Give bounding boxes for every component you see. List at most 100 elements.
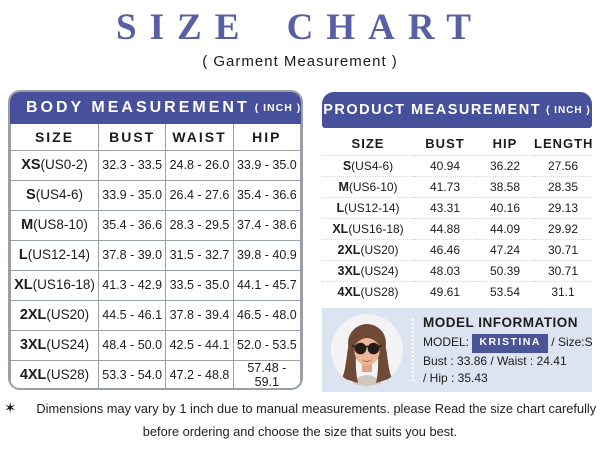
table-row: 2XL(US20) 44.5 - 46.1 37.8 - 39.4 46.5 -…	[10, 299, 301, 331]
bust-value: 40.94	[414, 154, 476, 176]
us-size-label: (US0-2)	[40, 157, 88, 172]
model-photo	[331, 314, 403, 386]
size-label: 2XL	[19, 307, 47, 323]
us-size-label: (US28)	[46, 367, 90, 382]
us-size-label: (US28)	[360, 284, 399, 299]
table-row: M(US6-10) 41.73 38.58 28.35	[322, 175, 592, 197]
footer-note: ✶ Dimensions may vary by 1 inch due to m…	[0, 399, 600, 439]
length-value: 30.71	[534, 238, 592, 260]
bust-value: 44.88	[414, 217, 476, 239]
page-subtitle: ( Garment Measurement )	[202, 53, 398, 70]
length-value: 27.56	[534, 154, 592, 176]
size-label: XL	[14, 277, 33, 293]
hip-value: 46.5 - 48.0	[232, 299, 301, 331]
us-size-label: (US6-10)	[348, 179, 398, 194]
hip-value: 36.22	[476, 154, 534, 176]
size-label: 3XL	[19, 337, 47, 353]
table-row: XL(US16-18) 44.88 44.09 29.92	[322, 217, 592, 239]
length-value: 30.71	[534, 259, 592, 281]
length-value: 31.1	[534, 280, 592, 302]
us-size-label: (US4-6)	[35, 187, 83, 202]
bust-value: 37.8 - 39.0	[97, 239, 167, 271]
bust-value: 49.61	[414, 280, 476, 302]
size-label: 3XL	[337, 263, 361, 278]
hip-value: 40.16	[476, 196, 534, 218]
length-value: 29.13	[534, 196, 592, 218]
hip-value: 35.4 - 36.6	[232, 179, 301, 211]
star-icon: ✶	[3, 400, 17, 417]
bust-value: 35.4 - 36.6	[97, 209, 167, 241]
table-row: S(US4-6) 33.9 - 35.0 26.4 - 27.6 35.4 - …	[10, 179, 301, 211]
model-avatar-icon	[331, 314, 403, 386]
dotted-divider	[412, 319, 414, 381]
model-name-line: MODEL: KRISTINA / Size:S	[423, 334, 593, 353]
page-title: SIZE CHART	[116, 7, 484, 48]
size-cell: 3XL(US24)	[10, 329, 99, 361]
note-text-2: before ordering and choose the size that…	[142, 424, 458, 439]
size-cell: XL(US16-18)	[322, 217, 414, 239]
table-row: 4XL(US28) 53.3 - 54.0 47.2 - 48.8 57.48 …	[10, 359, 301, 388]
size-cell: S(US4-6)	[322, 154, 414, 176]
bust-value: 46.46	[414, 238, 476, 260]
size-cell: 4XL(US28)	[322, 280, 414, 302]
waist-value: 26.4 - 27.6	[165, 179, 234, 211]
size-label: 4XL	[19, 367, 47, 383]
us-size-label: (US8-10)	[33, 217, 88, 232]
size-label: XL	[332, 221, 349, 236]
note-line-1: ✶ Dimensions may vary by 1 inch due to m…	[0, 399, 600, 417]
size-label: M	[21, 217, 34, 233]
col-size: SIZE	[10, 124, 99, 151]
note-text-1: Dimensions may vary by 1 inch due to man…	[36, 400, 597, 416]
bust-value: 53.3 - 54.0	[97, 359, 167, 388]
body-measurement-header: BODY MEASUREMENT ( INCH )	[10, 92, 301, 124]
hip-value: 44.09	[476, 217, 534, 239]
size-cell: XL(US16-18)	[10, 269, 99, 301]
waist-value: 33.5 - 35.0	[165, 269, 234, 301]
body-measurement-unit: ( INCH )	[254, 102, 302, 114]
product-measurement-unit: ( INCH )	[546, 104, 591, 116]
length-value: 29.92	[534, 217, 592, 239]
product-measurement-heading: PRODUCT MEASUREMENT	[323, 102, 542, 118]
table-row: 3XL(US24) 48.03 50.39 30.71	[322, 259, 592, 281]
size-cell: L(US12-14)	[322, 196, 414, 218]
waist-value: 28.3 - 29.5	[165, 209, 234, 241]
bust-value: 48.03	[414, 259, 476, 281]
col-hip: HIP	[492, 136, 518, 152]
body-measurement-panel: BODY MEASUREMENT ( INCH ) SIZE BUST WAIS…	[8, 90, 303, 390]
waist-value: 37.8 - 39.4	[165, 299, 234, 331]
bust-value: 41.73	[414, 175, 476, 197]
size-cell: L(US12-14)	[10, 239, 99, 271]
size-label: 4XL	[337, 284, 361, 299]
bust-value: 33.9 - 35.0	[97, 179, 167, 211]
col-waist: WAIST	[165, 124, 234, 151]
bust-value: 48.4 - 50.0	[97, 329, 167, 361]
size-cell: S(US4-6)	[10, 179, 99, 211]
us-size-label: (US12-14)	[27, 247, 91, 262]
table-row: S(US4-6) 40.94 36.22 27.56	[322, 154, 592, 176]
hip-value: 38.58	[476, 175, 534, 197]
size-label: L	[18, 247, 28, 263]
hip-value: 47.24	[476, 238, 534, 260]
model-name-badge: KRISTINA	[472, 334, 548, 353]
waist-value: 31.5 - 32.7	[165, 239, 234, 271]
length-value: 28.35	[534, 175, 592, 197]
col-size: SIZE	[351, 136, 385, 152]
us-size-label: (US20)	[46, 307, 90, 322]
size-cell: 2XL(US20)	[322, 238, 414, 260]
table-row: XL(US16-18) 41.3 - 42.9 33.5 - 35.0 44.1…	[10, 269, 301, 301]
waist-value: 24.8 - 26.0	[165, 149, 234, 181]
hip-value: 37.4 - 38.6	[232, 209, 301, 241]
model-measurements-line2: / Hip : 35.43	[423, 370, 488, 385]
model-info-text: MODEL INFORMATION MODEL: KRISTINA / Size…	[423, 313, 593, 388]
product-measurement-table: SIZE BUST HIP LENGTH S(US4-6) 40.94 36.2…	[322, 133, 592, 302]
table-row: 2XL(US20) 46.46 47.24 30.71	[322, 238, 592, 260]
bust-value: 44.5 - 46.1	[97, 299, 167, 331]
hip-value: 33.9 - 35.0	[232, 149, 301, 181]
table-row: XS(US0-2) 32.3 - 33.5 24.8 - 26.0 33.9 -…	[10, 149, 301, 181]
size-cell: 3XL(US24)	[322, 259, 414, 281]
us-size-label: (US4-6)	[351, 158, 394, 173]
body-measurement-heading: BODY MEASUREMENT	[26, 99, 250, 116]
size-label: L	[336, 200, 345, 215]
us-size-label: (US24)	[46, 337, 90, 352]
